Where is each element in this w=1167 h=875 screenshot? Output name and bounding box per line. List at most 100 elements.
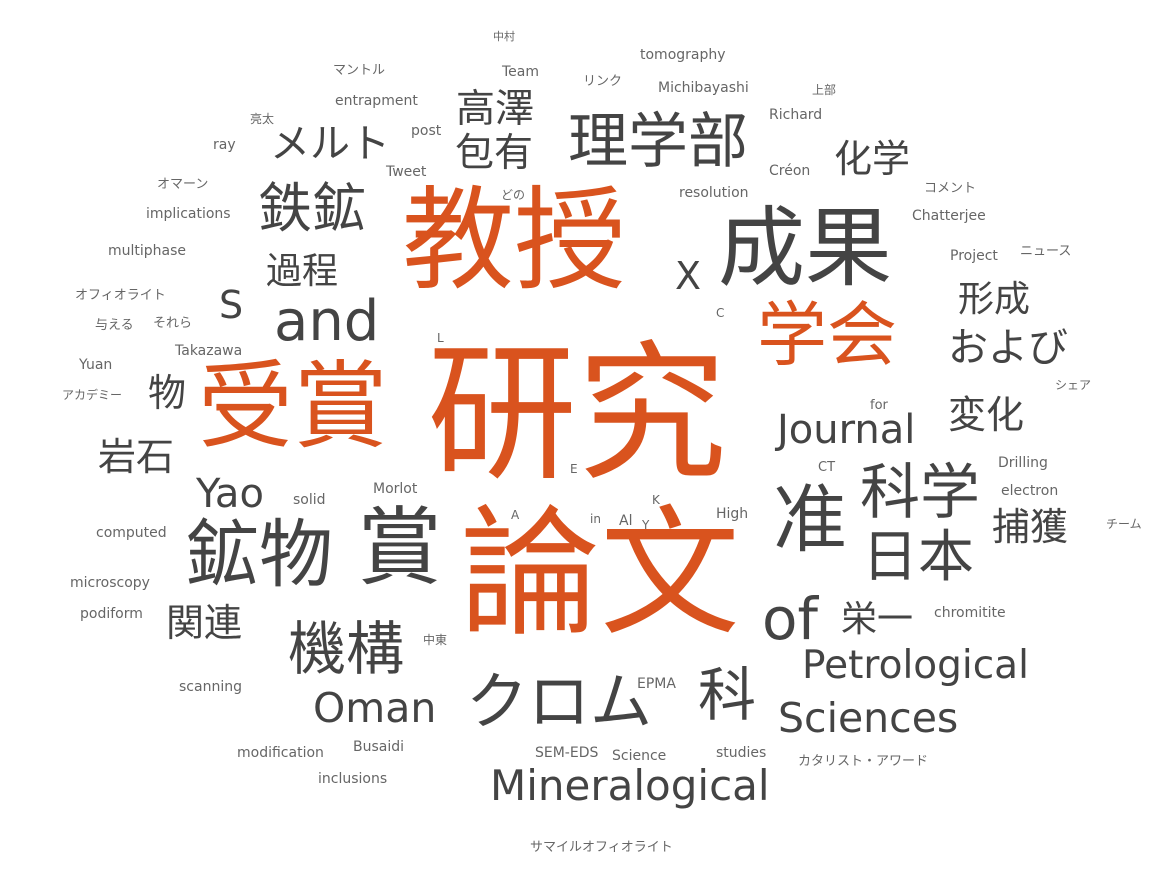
cloud-word: 与える xyxy=(95,318,134,333)
cloud-word: Journal xyxy=(777,407,916,453)
cloud-word: 日本 xyxy=(862,525,974,590)
cloud-word: X xyxy=(675,254,702,298)
cloud-word: 過程 xyxy=(266,251,339,292)
cloud-word: 科学 xyxy=(860,458,980,528)
cloud-word: 賞 xyxy=(357,499,443,598)
cloud-word: entrapment xyxy=(335,93,418,109)
cloud-word: 栄一 xyxy=(841,599,914,640)
cloud-word: 科 xyxy=(698,661,757,729)
cloud-word: chromitite xyxy=(934,605,1006,621)
cloud-word: 論文 xyxy=(460,493,741,656)
cloud-word: 研究 xyxy=(427,328,728,502)
cloud-word: EPMA xyxy=(637,676,676,692)
cloud-word: 関連 xyxy=(166,601,243,645)
cloud-word: オマーン xyxy=(157,177,209,192)
cloud-word: Richard xyxy=(769,107,823,123)
cloud-word: クロム xyxy=(466,665,653,738)
cloud-word: Petrological xyxy=(802,643,1029,688)
cloud-word: 化学 xyxy=(834,137,911,181)
cloud-word: of xyxy=(762,585,818,653)
cloud-word: Takazawa xyxy=(175,343,243,359)
cloud-word: オフィオライト xyxy=(75,288,166,303)
cloud-word: 変化 xyxy=(948,393,1025,437)
cloud-word: どの xyxy=(501,188,526,202)
cloud-word: それら xyxy=(153,316,193,331)
cloud-word: scanning xyxy=(179,679,242,695)
cloud-word: 岩石 xyxy=(98,435,175,479)
cloud-word: computed xyxy=(96,525,167,541)
cloud-word: solid xyxy=(293,492,326,508)
cloud-word: 鉄鉱 xyxy=(258,177,366,240)
cloud-word: and xyxy=(274,289,380,354)
cloud-word: tomography xyxy=(640,47,726,63)
cloud-word: Mineralogical xyxy=(490,761,770,810)
cloud-word: 上部 xyxy=(812,83,837,97)
cloud-word: 亮太 xyxy=(250,112,275,126)
cloud-word: アカデミー xyxy=(62,388,123,402)
cloud-word: microscopy xyxy=(70,575,150,591)
cloud-word: electron xyxy=(1001,483,1059,499)
cloud-word: Morlot xyxy=(373,481,418,497)
cloud-word: 教授 xyxy=(402,176,626,306)
cloud-word: E xyxy=(570,462,578,476)
cloud-word: Michibayashi xyxy=(658,80,749,96)
cloud-word: 高澤 xyxy=(456,87,535,132)
cloud-word: L xyxy=(437,331,444,345)
cloud-word: Drilling xyxy=(998,455,1048,471)
cloud-word: Sciences xyxy=(778,694,959,742)
cloud-word: modification xyxy=(237,745,324,761)
cloud-word: High xyxy=(716,506,749,522)
cloud-word: K xyxy=(652,493,660,507)
cloud-word: サマイルオフィオライト xyxy=(530,840,673,855)
cloud-word: ニュース xyxy=(1020,244,1072,259)
cloud-word: メルト xyxy=(270,121,390,167)
cloud-word: カタリスト・アワード xyxy=(798,754,929,769)
cloud-word: Yao xyxy=(196,471,264,517)
cloud-word: CT xyxy=(818,460,836,475)
cloud-word: studies xyxy=(716,745,767,761)
cloud-word: 成果 xyxy=(718,197,892,299)
cloud-word: Project xyxy=(950,248,998,264)
cloud-word: Oman xyxy=(313,684,437,732)
cloud-word: Team xyxy=(502,64,540,80)
cloud-word: 捕獲 xyxy=(992,505,1069,549)
cloud-word: S xyxy=(219,283,244,327)
cloud-word: 機構 xyxy=(288,615,405,683)
cloud-word: チーム xyxy=(1106,517,1142,531)
cloud-word: 理学部 xyxy=(568,107,748,177)
cloud-word: 受賞 xyxy=(198,352,389,462)
cloud-word: podiform xyxy=(80,606,143,622)
cloud-word: リンク xyxy=(583,74,623,89)
cloud-word: 形成 xyxy=(958,279,1031,320)
cloud-word: post xyxy=(411,123,442,139)
cloud-word: Yuan xyxy=(79,357,113,373)
cloud-word: for xyxy=(870,398,888,413)
cloud-word: in xyxy=(590,512,601,526)
cloud-word: SEM-EDS xyxy=(535,745,599,761)
cloud-word: 学会 xyxy=(757,294,897,376)
cloud-word: および xyxy=(948,325,1068,371)
cloud-word: A xyxy=(511,508,520,522)
cloud-word: Créon xyxy=(769,163,811,179)
cloud-word: resolution xyxy=(679,185,749,201)
cloud-word: シェア xyxy=(1055,378,1092,392)
cloud-word: 鉱物 xyxy=(185,512,333,598)
cloud-word: コメント xyxy=(924,181,977,196)
cloud-word: 中村 xyxy=(493,30,515,43)
cloud-word: implications xyxy=(146,206,231,222)
cloud-word: Science xyxy=(612,748,667,764)
cloud-word: Y xyxy=(642,518,650,532)
cloud-word: ray xyxy=(213,137,236,153)
cloud-word: Al xyxy=(619,513,633,529)
cloud-word: 中東 xyxy=(423,633,448,647)
cloud-word: multiphase xyxy=(108,243,187,259)
cloud-word: C xyxy=(716,306,725,320)
cloud-word: 物 xyxy=(148,371,187,415)
cloud-word: マントル xyxy=(333,63,386,78)
cloud-word: Busaidi xyxy=(353,739,405,755)
cloud-word: Chatterjee xyxy=(912,208,986,224)
cloud-word: inclusions xyxy=(318,771,388,787)
cloud-word: Tweet xyxy=(386,164,427,180)
cloud-word: 准 xyxy=(773,477,847,563)
